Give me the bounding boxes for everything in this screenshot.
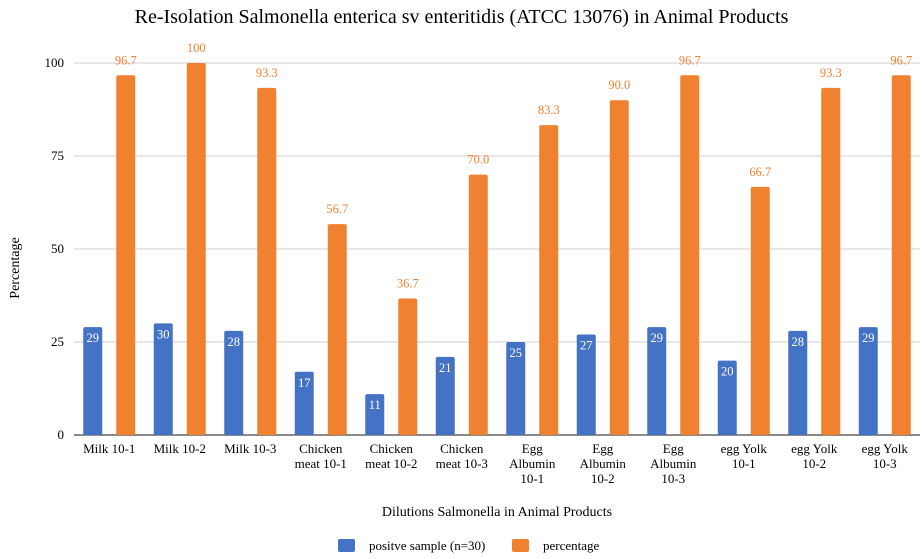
legend-label: positve sample (n=30) — [369, 538, 485, 553]
legend-swatch-percentage — [512, 539, 529, 552]
bar-positive-sample — [294, 371, 314, 435]
bar-percentage — [891, 75, 911, 435]
x-tick-label: Egg — [592, 441, 613, 456]
bar-percentage — [398, 298, 418, 435]
bar-positive-sample — [83, 327, 103, 435]
y-tick-label: 75 — [51, 148, 64, 163]
y-tick-label: 50 — [51, 241, 64, 256]
bar-positive-sample — [506, 342, 526, 435]
data-label: 30 — [157, 327, 170, 341]
x-tick-label: meat 10-3 — [436, 456, 488, 471]
x-tick-label: 10-2 — [802, 456, 826, 471]
data-label: 29 — [862, 331, 875, 345]
data-label: 96.7 — [115, 53, 137, 67]
data-label: 28 — [228, 335, 241, 349]
x-tick-label: egg Yolk — [791, 441, 838, 456]
data-label: 96.7 — [890, 53, 912, 67]
data-label: 21 — [439, 361, 452, 375]
data-label: 29 — [651, 331, 664, 345]
data-label: 70.0 — [467, 153, 489, 167]
data-label: 96.7 — [679, 53, 701, 67]
bar-percentage — [539, 125, 559, 436]
bar-percentage — [821, 87, 841, 435]
x-tick-label: Chicken — [299, 441, 343, 456]
x-tick-label: Milk 10-1 — [83, 441, 135, 456]
data-label: 36.7 — [397, 276, 419, 290]
data-label: 28 — [792, 335, 805, 349]
x-tick-label: Chicken — [440, 441, 484, 456]
y-tick-label: 100 — [45, 55, 65, 70]
bar-positive-sample — [858, 327, 878, 435]
data-label: 20 — [721, 365, 734, 379]
x-tick-label: egg Yolk — [721, 441, 768, 456]
x-tick-label: 10-2 — [591, 471, 615, 486]
x-tick-label: Egg — [663, 441, 684, 456]
data-label: 93.3 — [256, 66, 278, 80]
x-tick-label: 10-1 — [732, 456, 756, 471]
data-label: 100 — [187, 41, 206, 55]
legend-swatch-positive-sample — [338, 539, 355, 552]
bar-percentage — [116, 75, 136, 435]
x-tick-label: meat 10-1 — [295, 456, 347, 471]
data-label: 90.0 — [608, 78, 630, 92]
bar-positive-sample — [435, 356, 455, 435]
bar-positive-sample — [224, 330, 244, 435]
bar-positive-sample — [788, 330, 808, 435]
y-tick-label: 25 — [51, 334, 64, 349]
y-axis-title: Percentage — [8, 237, 23, 298]
x-axis-title: Dilutions Salmonella in Animal Products — [382, 505, 612, 520]
x-tick-label: meat 10-2 — [365, 456, 417, 471]
data-label: 11 — [369, 398, 381, 412]
data-label: 56.7 — [326, 202, 348, 216]
legend-label: percentage — [543, 538, 600, 553]
x-tick-label: Milk 10-3 — [224, 441, 276, 456]
x-tick-label: Albumin — [580, 456, 627, 471]
bar-percentage — [186, 63, 206, 435]
x-tick-label: Milk 10-2 — [154, 441, 206, 456]
bar-percentage — [609, 100, 629, 435]
data-label: 27 — [580, 339, 593, 353]
data-label: 66.7 — [749, 165, 771, 179]
data-label: 83.3 — [538, 103, 560, 117]
bar-positive-sample — [365, 394, 385, 435]
bar-percentage — [680, 75, 700, 435]
bar-positive-sample — [717, 360, 737, 435]
x-tick-label: Albumin — [509, 456, 556, 471]
bar-percentage — [468, 174, 488, 435]
bar-positive-sample — [576, 334, 596, 435]
data-label: 17 — [298, 376, 311, 390]
x-tick-label: Egg — [522, 441, 543, 456]
x-tick-label: Albumin — [650, 456, 697, 471]
bar-percentage — [257, 87, 277, 435]
data-label: 25 — [510, 346, 523, 360]
x-tick-label: 10-3 — [661, 471, 685, 486]
x-tick-label: 10-3 — [873, 456, 897, 471]
chart-title: Re-Isolation Salmonella enterica sv ente… — [134, 6, 789, 28]
x-tick-label: egg Yolk — [862, 441, 909, 456]
x-tick-label: Chicken — [370, 441, 414, 456]
data-label: 29 — [87, 331, 100, 345]
x-tick-label: 10-1 — [520, 471, 544, 486]
bar-percentage — [327, 224, 347, 435]
bar-percentage — [750, 186, 770, 435]
data-label: 93.3 — [820, 66, 842, 80]
bar-positive-sample — [647, 327, 667, 435]
y-tick-label: 0 — [58, 427, 65, 442]
bar-positive-sample — [153, 323, 173, 435]
